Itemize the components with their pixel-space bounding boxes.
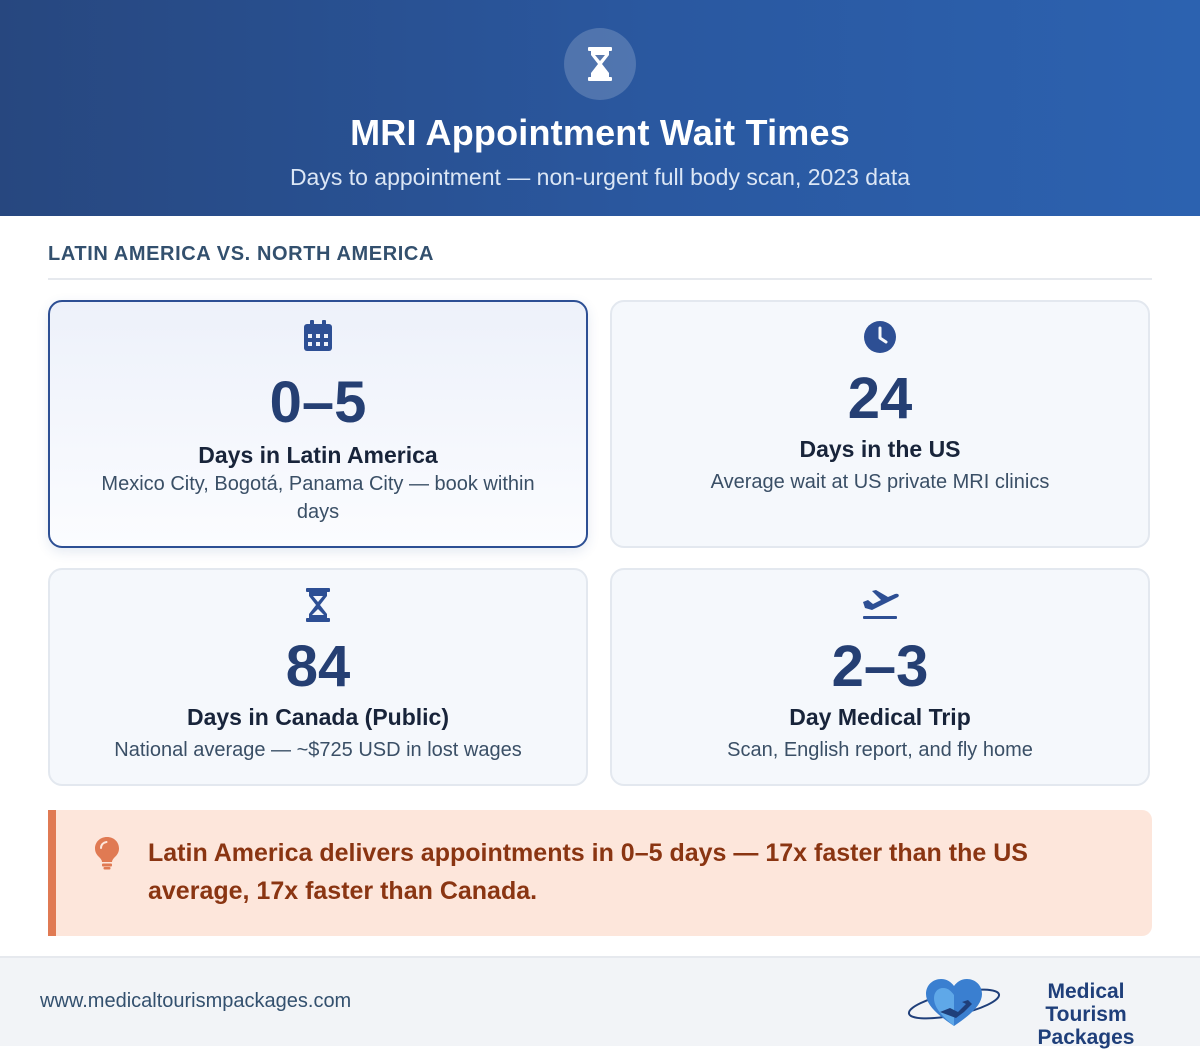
logo-text-line2: Packages (1037, 1026, 1135, 1049)
stat-card-medical-trip: 2–3 Day Medical Trip Scan, English repor… (610, 568, 1150, 786)
calendar-icon (50, 320, 586, 356)
stat-card-us: 24 Days in the US Average wait at US pri… (610, 300, 1150, 548)
callout-text: Latin America delivers appointments in 0… (148, 839, 1028, 905)
logo-text-line1: Medical Tourism (1045, 980, 1127, 1026)
stat-description: National average — ~$725 USD in lost wag… (114, 739, 522, 761)
header-banner: MRI Appointment Wait Times Days to appoi… (0, 0, 1200, 216)
stat-description: Mexico City, Bogotá, Panama City — book … (101, 473, 535, 523)
stat-value: 84 (285, 634, 351, 699)
hourglass-icon (50, 588, 586, 624)
key-insight-callout: Latin America delivers appointments in 0… (48, 810, 1152, 936)
lightbulb-icon (94, 836, 120, 875)
brand-logo: Medical Tourism Packages (906, 974, 1168, 1049)
stat-label: Days in Canada (Public) (186, 704, 449, 730)
stat-description: Scan, English report, and fly home (727, 739, 1033, 761)
page-title: MRI Appointment Wait Times (350, 112, 850, 153)
stat-label: Days in the US (799, 436, 961, 462)
stat-value: 2–3 (831, 634, 929, 699)
stat-label: Day Medical Trip (789, 704, 971, 730)
page-subtitle: Days to appointment — non-urgent full bo… (289, 164, 911, 190)
website-link[interactable]: www.medicaltourismpackages.com (40, 990, 352, 1012)
stat-value: 24 (847, 366, 913, 431)
hourglass-icon (564, 28, 636, 100)
section-heading: LATIN AMERICA VS. NORTH AMERICA (48, 243, 434, 265)
plane-departure-icon (612, 588, 1148, 624)
stat-label: Days in Latin America (198, 442, 438, 468)
section-divider (48, 278, 1152, 280)
stat-description: Average wait at US private MRI clinics (710, 471, 1050, 493)
stat-card-canada: 84 Days in Canada (Public) National aver… (48, 568, 588, 786)
clock-icon (612, 320, 1148, 356)
heart-plane-logo-icon (907, 979, 1001, 1026)
footer: www.medicaltourismpackages.com Medical T… (0, 956, 1200, 1049)
stat-card-latin-america: 0–5 Days in Latin America Mexico City, B… (48, 300, 588, 548)
stat-value: 0–5 (269, 370, 367, 435)
